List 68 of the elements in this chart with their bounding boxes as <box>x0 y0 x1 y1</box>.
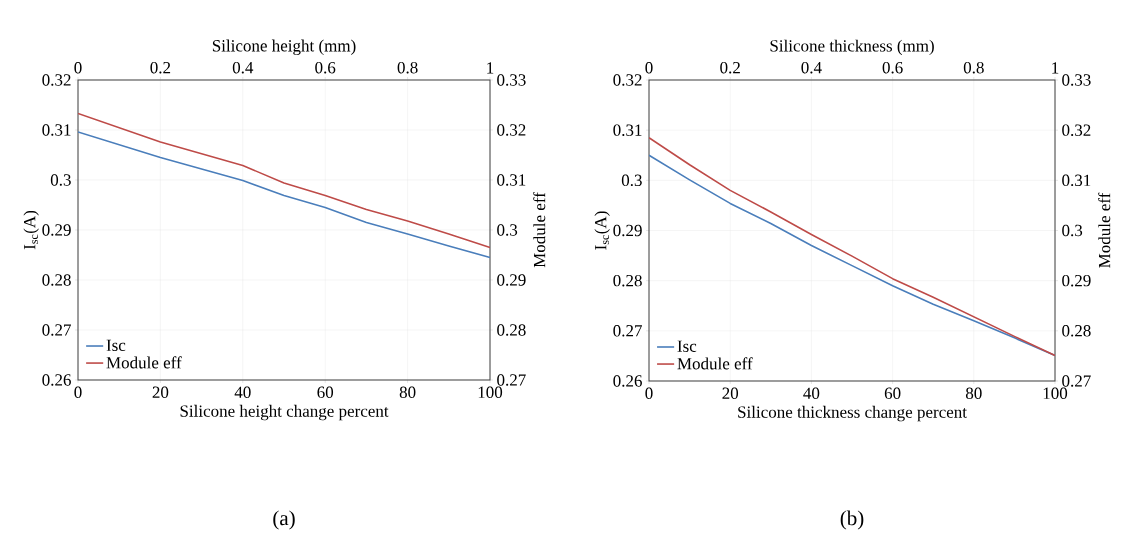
y2-tick-label: 0.31 <box>1062 174 1091 187</box>
y-axis-title: I$_{sc}$(A) <box>594 211 610 250</box>
y2-tick-label: 0.33 <box>497 74 526 86</box>
y2-tick-label: 0.3 <box>1062 224 1083 237</box>
y-tick-label: 0.27 <box>42 324 71 336</box>
x2-tick-label: 0.8 <box>397 61 418 74</box>
x2-axis-title: Silicone thickness (mm) <box>770 39 934 56</box>
x2-tick-label: 1 <box>1052 62 1059 74</box>
y-tick-label: 0.31 <box>613 124 642 136</box>
x-tick-label: 60 <box>884 387 901 400</box>
x2-axis-title: Silicone height (mm) <box>212 39 356 56</box>
x2-tick-label: 0.4 <box>801 61 822 74</box>
y2-tick-label: 0.31 <box>497 174 526 186</box>
y2-tick-label: 0.32 <box>1062 124 1091 136</box>
x-tick-label: 20 <box>722 387 739 400</box>
x-tick-label: 0 <box>645 387 653 400</box>
y-tick-label: 0.31 <box>42 124 71 136</box>
y2-axis-title: Module eff <box>533 192 546 268</box>
x-tick-label: 100 <box>1043 387 1068 400</box>
y2-tick-label: 0.28 <box>1062 325 1091 337</box>
x-tick-label: 0 <box>74 386 82 399</box>
legend-label: Isc <box>677 340 697 352</box>
x-axis-title: Silicone height change percent <box>180 404 389 421</box>
y-tick-label: 0.29 <box>613 224 642 237</box>
x-tick-label: 80 <box>965 387 982 400</box>
y-axis-title: I$_{sc}$(A) <box>23 210 39 250</box>
y-tick-label: 0.32 <box>42 74 71 86</box>
y-tick-label: 0.3 <box>50 174 71 186</box>
y2-tick-label: 0.29 <box>1062 274 1091 287</box>
y2-axis-title: Module eff <box>1098 192 1111 268</box>
y2-tick-label: 0.3 <box>497 224 518 236</box>
y-tick-label: 0.29 <box>42 224 71 236</box>
line-series <box>78 131 491 259</box>
x-tick-label: 60 <box>317 386 334 399</box>
legend-label: Module eff <box>677 357 753 370</box>
y-tick-label: 0.26 <box>613 375 642 387</box>
x2-tick-label: 0.2 <box>720 61 740 74</box>
x2-tick-label: 0.6 <box>315 61 336 74</box>
y2-tick-label: 0.27 <box>497 374 526 386</box>
x2-tick-label: 1 <box>487 62 494 74</box>
x-tick-label: 20 <box>152 386 169 399</box>
x2-tick-label: 0.6 <box>882 61 903 74</box>
y2-tick-label: 0.33 <box>1062 74 1091 86</box>
x-tick-label: 100 <box>478 386 503 399</box>
text: (b) <box>840 510 864 530</box>
y-tick-label: 0.28 <box>42 274 71 286</box>
x-tick-label: 40 <box>234 386 251 399</box>
text: (a) <box>273 510 295 530</box>
y2-tick-label: 0.27 <box>1062 375 1091 387</box>
x2-tick-label: 0 <box>74 61 82 74</box>
legend-label: Module eff <box>106 356 182 369</box>
x2-tick-label: 0 <box>645 61 653 74</box>
y-tick-label: 0.3 <box>621 174 642 187</box>
legend-label: Isc <box>106 339 126 351</box>
x2-tick-label: 0.8 <box>963 61 984 74</box>
y2-tick-label: 0.29 <box>497 274 526 286</box>
y-tick-label: 0.32 <box>613 74 642 86</box>
x2-tick-label: 0.2 <box>150 61 171 74</box>
x-tick-label: 40 <box>803 387 820 400</box>
line-series <box>78 112 491 249</box>
x-tick-label: 80 <box>399 386 416 399</box>
y2-tick-label: 0.32 <box>497 124 526 136</box>
y2-tick-label: 0.28 <box>497 324 526 336</box>
x2-tick-label: 0.4 <box>232 61 254 74</box>
y-tick-label: 0.26 <box>42 374 71 386</box>
x-axis-title: Silicone thickness change percent <box>738 405 967 422</box>
y-tick-label: 0.27 <box>613 325 642 337</box>
y-tick-label: 0.28 <box>613 274 642 287</box>
